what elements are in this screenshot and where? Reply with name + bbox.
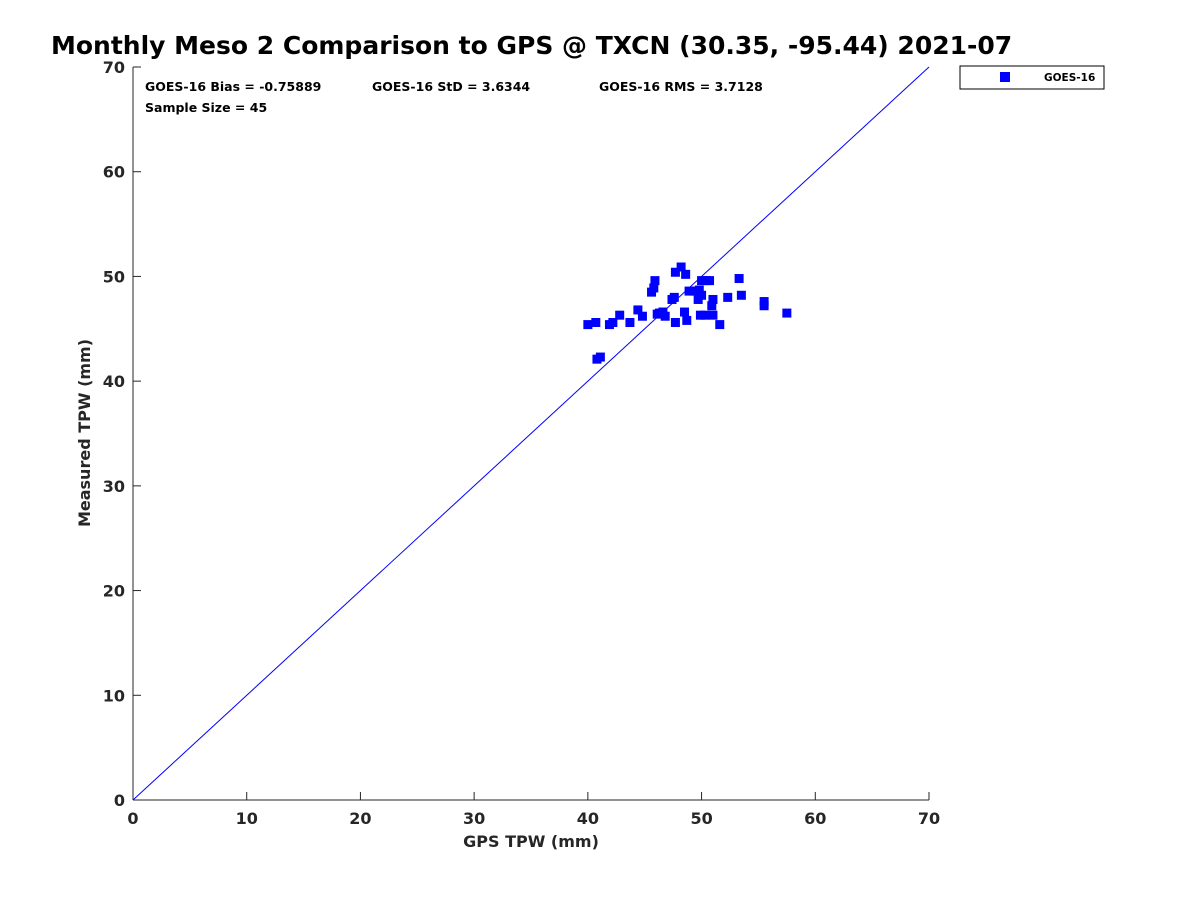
x-tick-label: 30 (463, 809, 485, 828)
data-point (708, 310, 718, 320)
stat-sample-size: Sample Size = 45 (145, 100, 267, 115)
data-point (669, 292, 679, 302)
data-point (649, 283, 659, 293)
data-point (670, 267, 680, 277)
data-point (676, 262, 686, 272)
y-tick-label: 10 (103, 686, 125, 705)
data-point (690, 286, 700, 296)
data-point (670, 318, 680, 328)
data-point (700, 310, 710, 320)
x-tick-label: 70 (918, 809, 940, 828)
data-point (633, 305, 643, 315)
data-point (734, 274, 744, 284)
plot-area: 0 10 20 30 40 50 60 70 0 10 20 30 40 50 60 70 (103, 58, 940, 828)
stat-rms: GOES-16 RMS = 3.7128 (599, 79, 763, 94)
data-point (625, 318, 635, 328)
data-point (608, 318, 618, 328)
data-point (591, 318, 601, 328)
x-tick-label: 0 (127, 809, 138, 828)
x-tick-label: 60 (804, 809, 826, 828)
y-tick-label: 20 (103, 582, 125, 601)
one-to-one-line (132, 66, 930, 801)
data-point (681, 269, 691, 279)
legend-label-goes-16: GOES-16 (1044, 72, 1095, 84)
legend-marker-goes-16 (1000, 72, 1010, 82)
legend-box (959, 65, 1105, 90)
y-tick-label: 30 (103, 477, 125, 496)
data-point (736, 290, 746, 300)
x-tick-label: 10 (236, 809, 258, 828)
legend: GOES-16 (959, 65, 1105, 90)
x-tick-label: 20 (349, 809, 371, 828)
data-point (694, 285, 704, 295)
data-point (707, 301, 717, 311)
data-point (715, 320, 725, 330)
y-tick-label: 0 (114, 791, 125, 810)
data-point (637, 311, 647, 321)
data-point (682, 315, 692, 325)
data-point (615, 310, 625, 320)
x-tick-label: 40 (577, 809, 599, 828)
data-point (697, 290, 707, 300)
data-point (680, 307, 690, 317)
data-point (695, 310, 705, 320)
data-point (595, 352, 605, 362)
data-point (723, 292, 733, 302)
data-point (650, 276, 660, 286)
x-tick-label: 50 (690, 809, 712, 828)
data-point (705, 276, 715, 286)
data-point (697, 276, 707, 286)
data-point (708, 294, 718, 304)
data-points (583, 262, 792, 364)
data-point (759, 301, 769, 311)
y-tick-label: 50 (103, 267, 125, 286)
data-point (654, 308, 664, 318)
y-tick-label: 70 (103, 58, 125, 77)
y-axis-label: Measured TPW (mm) (75, 339, 94, 527)
y-tick-label: 40 (103, 372, 125, 391)
data-point (660, 311, 670, 321)
chart-title: Monthly Meso 2 Comparison to GPS @ TXCN … (51, 31, 1012, 60)
data-point (583, 320, 593, 330)
y-tick-label: 60 (103, 163, 125, 182)
x-axis-label: GPS TPW (mm) (463, 832, 599, 851)
stat-bias: GOES-16 Bias = -0.75889 (145, 79, 321, 94)
stat-std: GOES-16 StD = 3.6344 (372, 79, 530, 94)
data-point (684, 286, 694, 296)
data-point (782, 308, 792, 318)
